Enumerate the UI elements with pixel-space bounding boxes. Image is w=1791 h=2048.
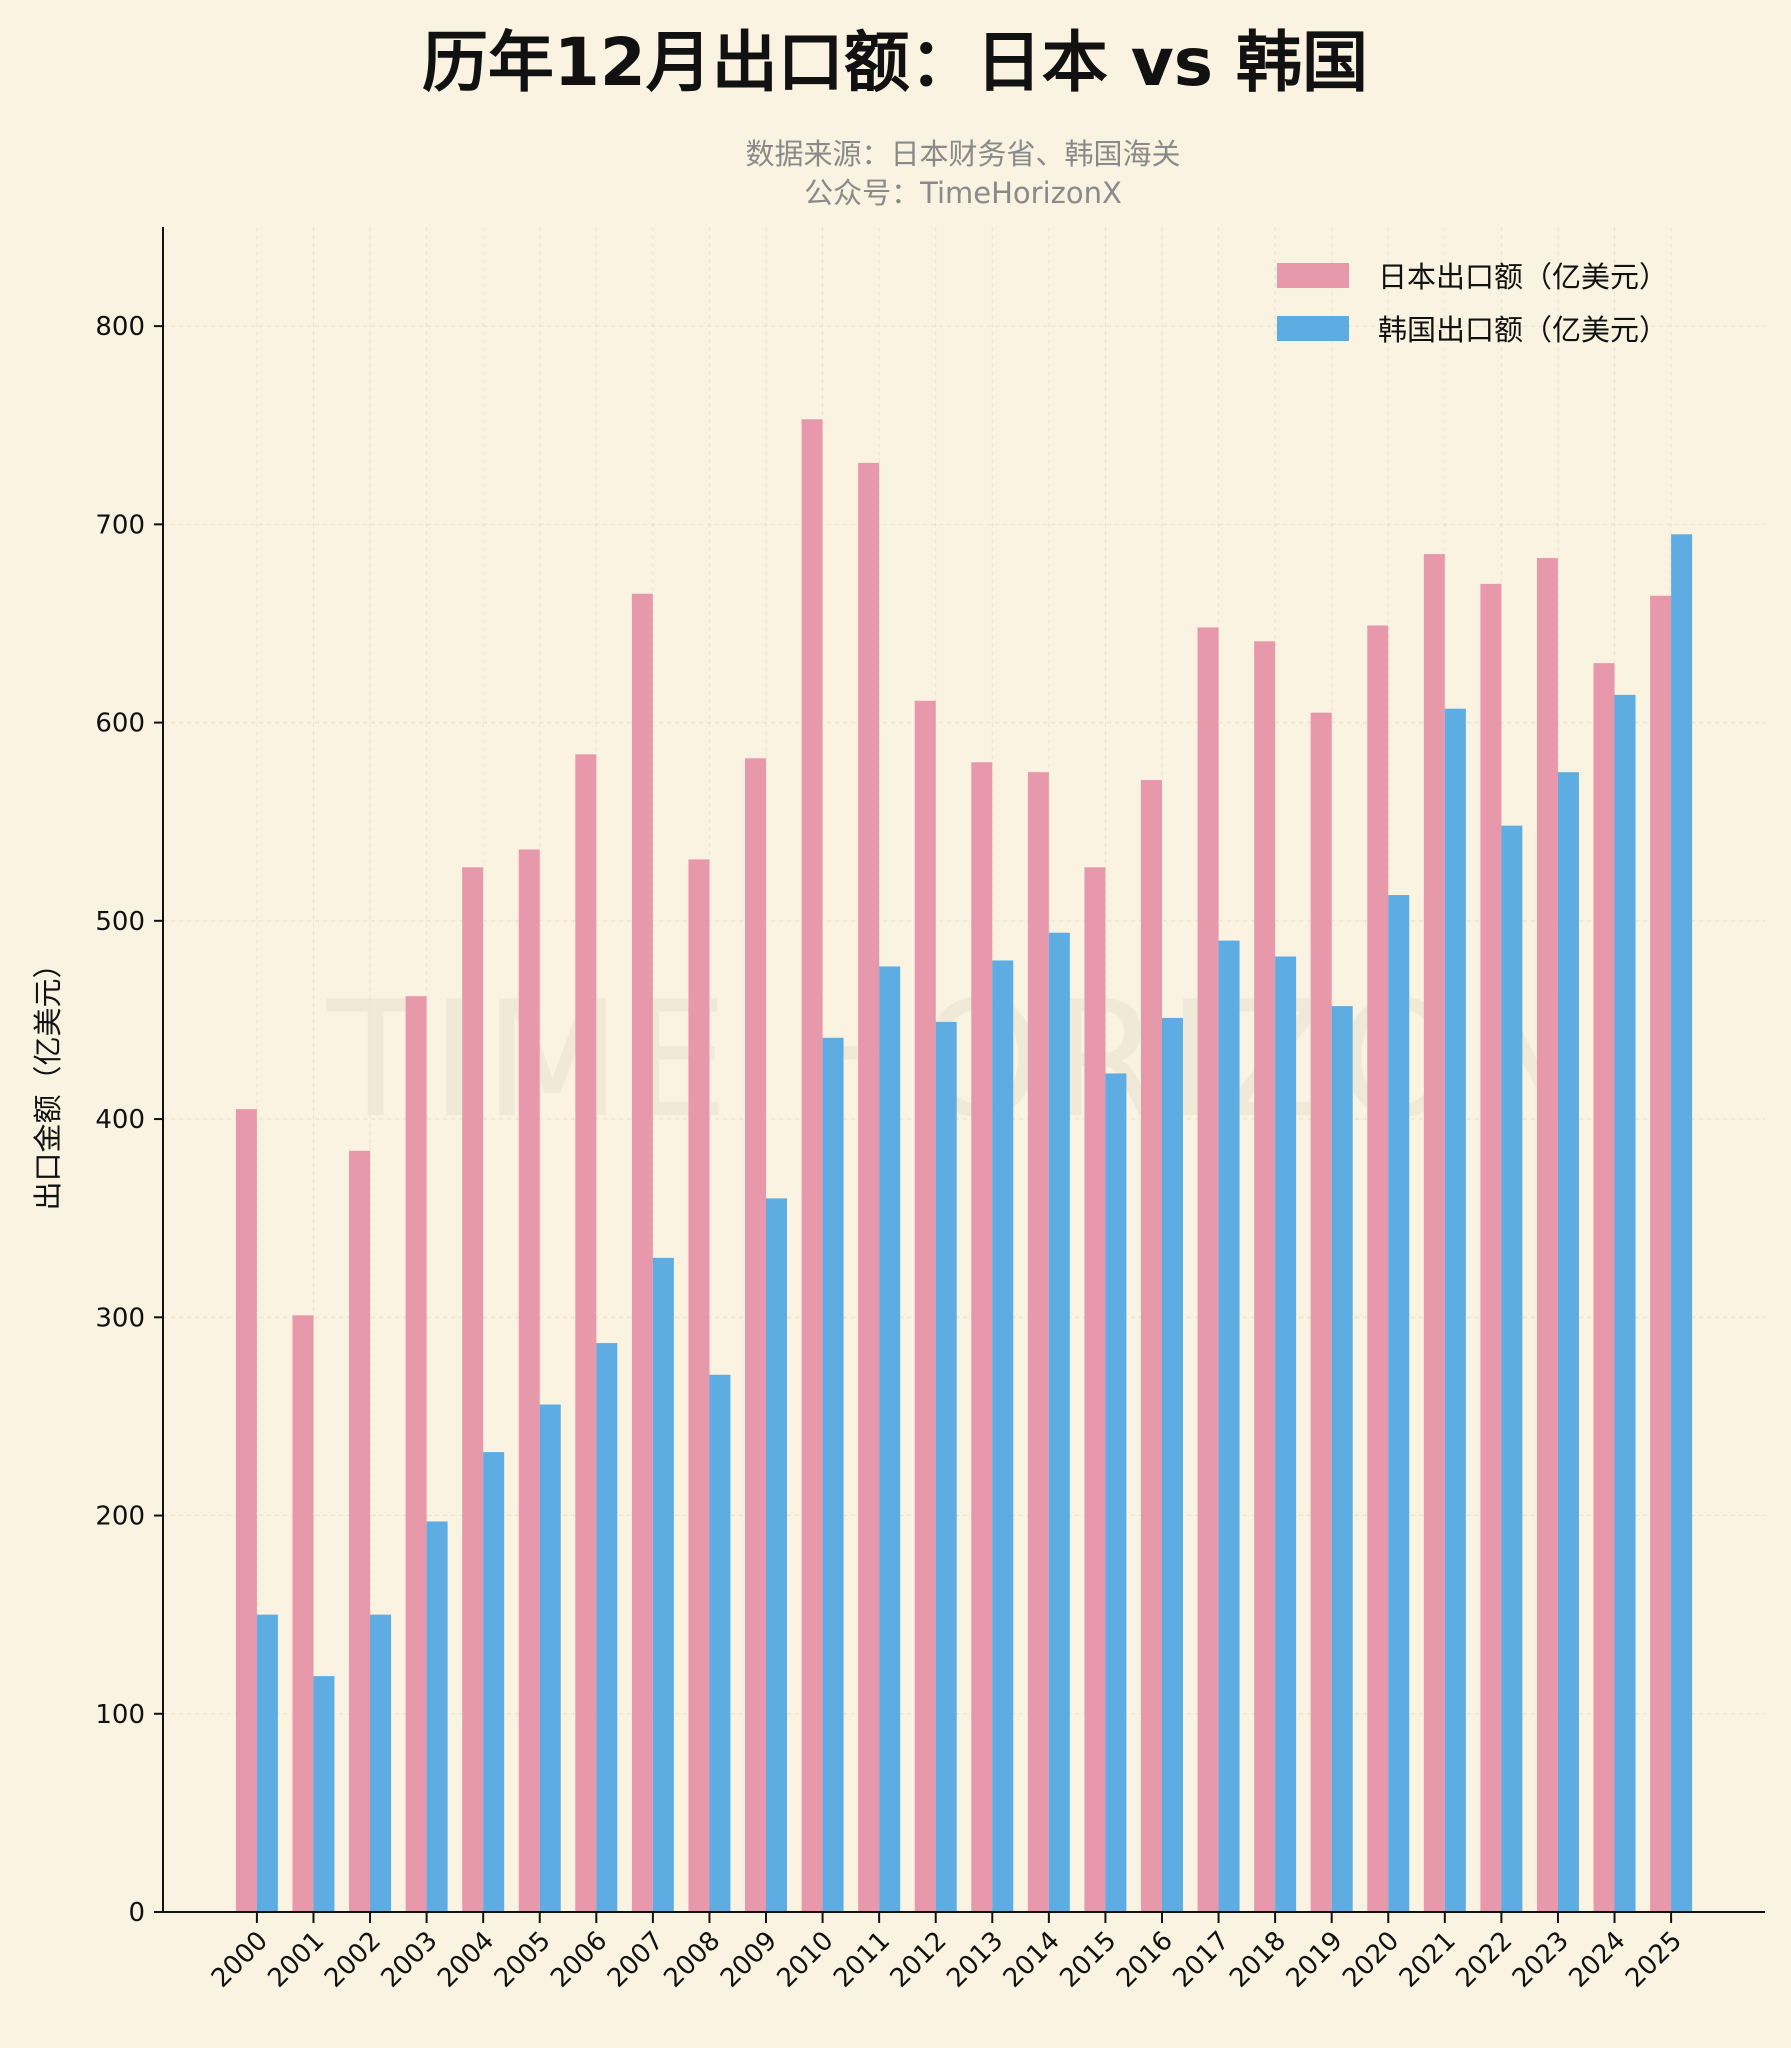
bar-japan-2000 <box>235 1109 257 1912</box>
bar-korea-2009 <box>766 1198 788 1912</box>
y-tick-label: 500 <box>95 907 145 937</box>
chart-subtitle-source: 数据来源：日本财务省、韩国海关 <box>745 137 1180 171</box>
y-tick-label: 400 <box>95 1105 145 1135</box>
legend-swatch-korea <box>1277 316 1349 341</box>
bar-korea-2018 <box>1275 956 1297 1912</box>
legend-swatch-japan <box>1277 263 1349 288</box>
bars <box>235 419 1693 1913</box>
bar-korea-2025 <box>1671 534 1693 1913</box>
bar-korea-2012 <box>935 1021 957 1912</box>
bar-korea-2020 <box>1388 895 1410 1912</box>
bar-korea-2015 <box>1105 1073 1127 1912</box>
y-tick-label: 300 <box>95 1303 145 1333</box>
bar-korea-2014 <box>1048 932 1070 1912</box>
bar-japan-2017 <box>1197 627 1219 1912</box>
legend-label-japan: 日本出口额（亿美元） <box>1378 260 1668 294</box>
bar-japan-2004 <box>462 867 484 1912</box>
bar-japan-2014 <box>1027 772 1049 1913</box>
bar-japan-2015 <box>1084 867 1106 1912</box>
bar-japan-2021 <box>1423 554 1445 1912</box>
y-tick-label: 600 <box>95 709 145 739</box>
bar-korea-2022 <box>1501 825 1523 1912</box>
bar-japan-2019 <box>1310 712 1332 1912</box>
bar-korea-2019 <box>1331 1006 1353 1912</box>
bar-korea-2021 <box>1444 708 1466 1912</box>
bar-japan-2010 <box>801 419 823 1913</box>
bar-japan-2023 <box>1536 558 1558 1912</box>
bar-korea-2002 <box>370 1614 392 1912</box>
legend-label-korea: 韩国出口额（亿美元） <box>1378 313 1668 347</box>
bar-korea-2000 <box>256 1614 278 1912</box>
bar-japan-2013 <box>971 762 993 1912</box>
bar-japan-2018 <box>1254 641 1276 1912</box>
bar-japan-2005 <box>518 849 540 1913</box>
bar-korea-2006 <box>596 1343 618 1912</box>
bar-japan-2006 <box>575 754 597 1912</box>
bar-korea-2016 <box>1161 1017 1183 1912</box>
bar-japan-2007 <box>631 593 653 1912</box>
bar-japan-2002 <box>349 1150 371 1912</box>
bar-japan-2001 <box>292 1315 314 1912</box>
chart-title: 历年12月出口额：日本 vs 韩国 <box>422 24 1368 101</box>
y-tick-label: 700 <box>95 510 145 540</box>
bar-korea-2013 <box>992 960 1014 1912</box>
bar-korea-2010 <box>822 1037 844 1912</box>
bar-japan-2020 <box>1367 625 1389 1913</box>
bar-korea-2024 <box>1614 694 1636 1913</box>
bar-japan-2003 <box>405 996 427 1912</box>
bar-korea-2008 <box>709 1374 731 1912</box>
bar-korea-2005 <box>539 1404 561 1912</box>
y-tick-label: 0 <box>128 1898 145 1928</box>
y-tick-label: 100 <box>95 1700 145 1730</box>
bar-korea-2017 <box>1218 940 1240 1912</box>
bar-korea-2001 <box>313 1676 335 1912</box>
bar-japan-2009 <box>745 758 767 1913</box>
bar-japan-2016 <box>1140 780 1162 1913</box>
bar-korea-2004 <box>483 1452 505 1912</box>
legend: 日本出口额（亿美元） 韩国出口额（亿美元） <box>1277 260 1668 347</box>
y-axis-label: 出口金额（亿美元） <box>31 949 65 1210</box>
bar-korea-2011 <box>879 966 901 1912</box>
bar-korea-2023 <box>1557 772 1579 1913</box>
y-tick-label: 200 <box>95 1502 145 1532</box>
bar-japan-2012 <box>914 700 936 1912</box>
bar-japan-2025 <box>1650 595 1672 1912</box>
bar-japan-2024 <box>1593 663 1615 1912</box>
bar-japan-2022 <box>1480 583 1502 1913</box>
bar-japan-2011 <box>858 462 880 1912</box>
bar-korea-2007 <box>652 1257 674 1912</box>
bar-korea-2003 <box>426 1521 448 1912</box>
y-tick-label: 800 <box>95 312 145 342</box>
bar-japan-2008 <box>688 859 710 1912</box>
chart-subtitle-account: 公众号：TimeHorizonX <box>804 176 1122 210</box>
